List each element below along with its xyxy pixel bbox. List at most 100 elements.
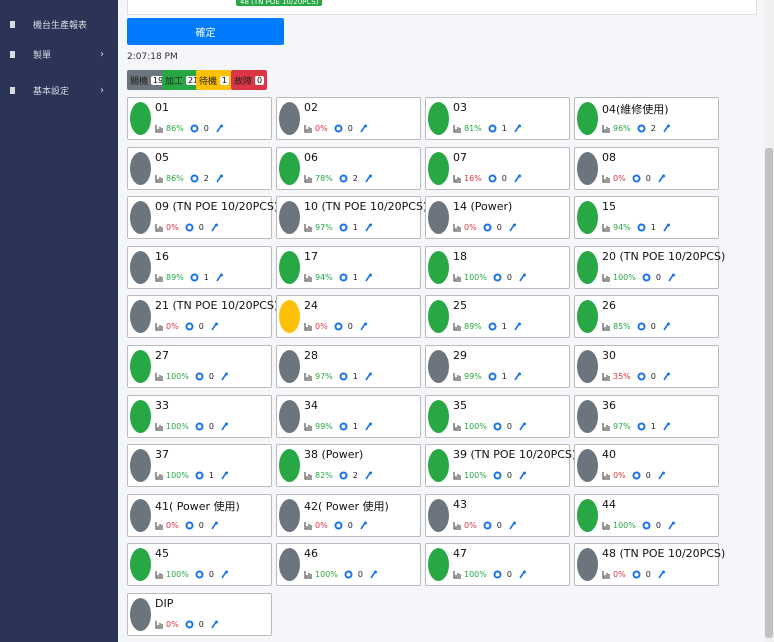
machine-name: 21 (TN POE 10/20PCS) bbox=[155, 299, 279, 313]
wrench-icon bbox=[519, 570, 526, 579]
machine-stats: 0% 0 bbox=[155, 223, 221, 232]
status-badge[interactable]: 關機 19 bbox=[127, 70, 169, 90]
nav-item[interactable]: 機台生產報表 bbox=[10, 18, 110, 31]
utilization: 0% bbox=[613, 173, 626, 183]
machine-card[interactable]: 45 100% 0 bbox=[127, 543, 272, 587]
machine-card[interactable]: 27 100% 0 bbox=[127, 345, 272, 388]
machine-card[interactable]: 07 16% 0 bbox=[425, 146, 570, 190]
machine-card[interactable]: 29 99% 1 bbox=[425, 345, 570, 388]
gear-icon bbox=[493, 570, 502, 579]
chart-icon bbox=[155, 125, 163, 133]
machine-card[interactable]: 26 85% 0 bbox=[574, 295, 719, 339]
confirm-button[interactable]: 確定 bbox=[127, 18, 284, 45]
machine-stats: 16% 0 bbox=[453, 174, 524, 183]
machine-stats: 97% 1 bbox=[304, 223, 375, 232]
gear-icon bbox=[185, 620, 194, 629]
machine-card[interactable]: 18 100% 0 bbox=[425, 245, 570, 289]
status-badge[interactable]: 故障 0 bbox=[231, 70, 268, 90]
machine-name: 01 bbox=[155, 101, 169, 114]
machine-card[interactable]: 20 (TN POE 10/20PCS) 100% 0 bbox=[574, 245, 725, 289]
chart-icon bbox=[602, 521, 610, 530]
wrench-icon bbox=[365, 471, 372, 480]
machine-card[interactable]: 15 94% 1 bbox=[574, 196, 719, 240]
machine-card[interactable]: 21 (TN POE 10/20PCS) 0% 0 bbox=[127, 295, 278, 339]
gear-icon bbox=[190, 273, 199, 282]
machine-card[interactable]: 02 0% 0 bbox=[276, 97, 421, 140]
order-count: 0 bbox=[198, 620, 204, 629]
order-count: 0 bbox=[506, 272, 512, 282]
machine-card[interactable]: 33 100% 0 bbox=[127, 394, 272, 438]
machine-card[interactable]: 40 0% 0 bbox=[574, 444, 719, 488]
machine-card[interactable]: 25 89% 1 bbox=[425, 295, 570, 339]
gear-icon bbox=[195, 372, 204, 381]
status-badge[interactable]: 加工 21 bbox=[162, 70, 204, 90]
machine-card[interactable]: 03 81% 1 bbox=[425, 97, 570, 140]
machine-card[interactable]: 04(維修使用) 96% 2 bbox=[574, 97, 719, 140]
machine-card[interactable]: 17 94% 1 bbox=[276, 245, 421, 289]
machine-card[interactable]: 06 78% 2 bbox=[276, 146, 421, 190]
status-badge[interactable]: 待機 1 bbox=[196, 70, 233, 90]
order-count: 0 bbox=[357, 570, 363, 580]
order-count: 0 bbox=[650, 372, 656, 381]
chart-icon bbox=[304, 323, 312, 331]
machine-card[interactable]: 10 (TN POE 10/20PCS) 97% 1 bbox=[276, 196, 427, 240]
nav-item[interactable]: 製單 › bbox=[10, 48, 110, 61]
machine-stats: 96% 2 bbox=[602, 124, 673, 133]
machine-stats: 0% 0 bbox=[155, 620, 221, 629]
machine-card[interactable]: DIP 0% 0 bbox=[127, 593, 272, 636]
gear-icon bbox=[344, 570, 353, 579]
machine-card[interactable]: 46 100% 0 bbox=[276, 543, 421, 587]
chart-icon bbox=[304, 571, 312, 579]
order-count: 0 bbox=[645, 173, 651, 183]
machine-card[interactable]: 44 100% 0 bbox=[574, 493, 719, 537]
status-dot bbox=[279, 548, 300, 582]
order-count: 0 bbox=[347, 322, 353, 332]
machine-name: 38 (Power) bbox=[304, 448, 364, 462]
nav-item[interactable]: 基本設定 › bbox=[10, 84, 110, 97]
machine-stats: 85% 0 bbox=[602, 322, 673, 331]
utilization: 100% bbox=[166, 421, 189, 431]
machine-card[interactable]: 14 (Power) 0% 0 bbox=[425, 196, 570, 240]
chart-icon bbox=[155, 472, 163, 480]
wrench-icon bbox=[211, 322, 218, 331]
machine-card[interactable]: 08 0% 0 bbox=[574, 146, 719, 190]
chart-icon bbox=[602, 472, 610, 480]
machine-card[interactable]: 05 86% 2 bbox=[127, 146, 272, 190]
order-count: 1 bbox=[352, 223, 358, 233]
machine-card[interactable]: 35 100% 0 bbox=[425, 394, 570, 438]
order-count: 2 bbox=[352, 471, 358, 481]
order-count: 0 bbox=[501, 173, 507, 183]
gear-icon bbox=[488, 372, 497, 381]
machine-card[interactable]: 24 0% 0 bbox=[276, 295, 421, 339]
order-count: 0 bbox=[645, 471, 651, 481]
machine-card[interactable]: 16 89% 1 bbox=[127, 245, 272, 289]
machine-card[interactable]: 34 99% 1 bbox=[276, 394, 421, 438]
sidebar: 機台生產報表 製單 › 基本設定 › bbox=[0, 0, 118, 642]
machine-card[interactable]: 37 100% 1 bbox=[127, 444, 272, 488]
machine-stats: 100% 0 bbox=[453, 422, 529, 431]
gear-icon bbox=[637, 223, 646, 232]
chart-icon bbox=[304, 472, 312, 480]
order-count: 0 bbox=[198, 223, 204, 233]
select-box[interactable] bbox=[127, 0, 757, 15]
machine-card[interactable]: 36 97% 1 bbox=[574, 394, 719, 438]
machine-card[interactable]: 09 (TN POE 10/20PCS) 0% 0 bbox=[127, 196, 278, 240]
machine-card[interactable]: 28 97% 1 bbox=[276, 345, 421, 388]
machine-card[interactable]: 42( Power 使用) 0% 0 bbox=[276, 493, 421, 537]
utilization: 100% bbox=[464, 471, 487, 481]
wrench-icon bbox=[365, 422, 372, 431]
machine-card[interactable]: 41( Power 使用) 0% 0 bbox=[127, 493, 272, 537]
utilization: 0% bbox=[613, 471, 626, 481]
utilization: 100% bbox=[315, 570, 338, 580]
order-count: 0 bbox=[198, 322, 204, 332]
machine-card[interactable]: 38 (Power) 82% 2 bbox=[276, 444, 421, 488]
machine-card[interactable]: 39 (TN POE 10/20PCS) 100% 0 bbox=[425, 444, 576, 488]
machine-card[interactable]: 47 100% 0 bbox=[425, 543, 570, 587]
machine-card[interactable]: 01 86% 0 bbox=[127, 97, 272, 140]
scroll-thumb[interactable] bbox=[765, 148, 773, 638]
machine-card[interactable]: 30 35% 0 bbox=[574, 345, 719, 388]
machine-card[interactable]: 48 (TN POE 10/20PCS) 0% 0 bbox=[574, 543, 725, 587]
machine-card[interactable]: 43 0% 0 bbox=[425, 493, 570, 537]
chart-icon bbox=[453, 125, 461, 133]
chart-icon bbox=[155, 323, 163, 331]
